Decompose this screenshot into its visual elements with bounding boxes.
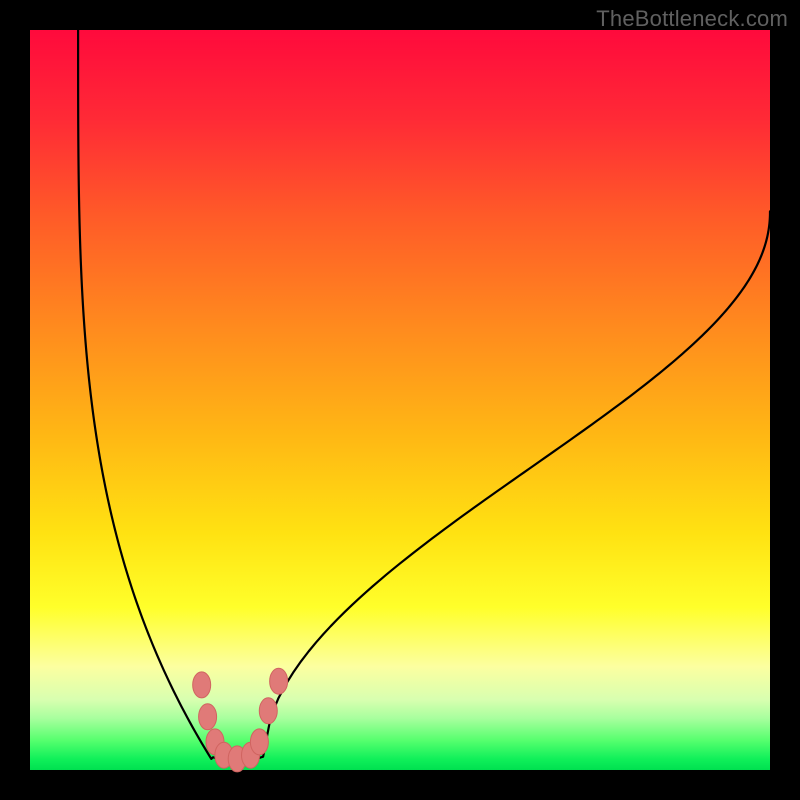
curve-marker (270, 668, 288, 694)
bottleneck-chart (0, 0, 800, 800)
curve-marker (193, 672, 211, 698)
chart-root: TheBottleneck.com (0, 0, 800, 800)
curve-marker (259, 698, 277, 724)
curve-marker (250, 729, 268, 755)
plot-area (30, 30, 770, 770)
watermark-text: TheBottleneck.com (596, 6, 788, 32)
curve-marker (199, 704, 217, 730)
